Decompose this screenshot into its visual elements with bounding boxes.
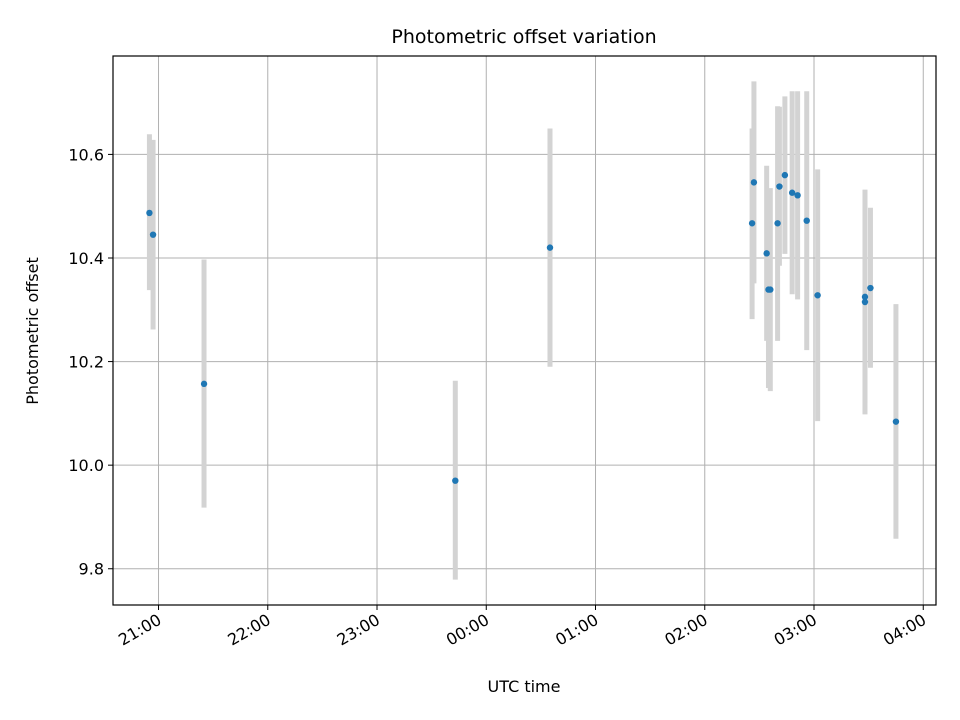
- data-point: [794, 192, 801, 199]
- data-point: [546, 244, 554, 251]
- data-point: [200, 380, 208, 388]
- data-point: [803, 217, 810, 224]
- data-point: [149, 231, 157, 238]
- data-point: [452, 477, 459, 484]
- data-point: [767, 286, 774, 293]
- data-point: [781, 171, 789, 179]
- plot-frame: [112, 55, 937, 606]
- point-layer: [146, 171, 900, 484]
- y-tick-label: 10.4: [68, 249, 104, 268]
- y-tick-label: 10.0: [68, 456, 104, 475]
- y-axis-title: Photometric offset: [23, 257, 42, 405]
- data-point: [814, 292, 821, 299]
- data-point: [788, 189, 796, 196]
- data-point: [892, 418, 900, 425]
- x-axis-title: UTC time: [488, 677, 561, 696]
- y-tick-label: 10.2: [68, 353, 104, 372]
- data-point: [867, 284, 874, 292]
- chart-title: Photometric offset variation: [391, 26, 656, 48]
- data-point: [861, 298, 869, 306]
- data-point: [774, 220, 781, 227]
- data-point: [763, 250, 770, 257]
- y-axis: 9.8 10.0 10.2 10.4 10.6: [68, 145, 113, 579]
- data-point: [750, 179, 758, 186]
- data-point: [748, 220, 756, 227]
- y-tick-label: 9.8: [79, 560, 104, 579]
- data-point: [146, 209, 153, 217]
- data-point: [776, 183, 783, 190]
- data-point: [861, 293, 869, 301]
- y-tick-label: 10.6: [68, 145, 104, 164]
- grid-layer: [113, 56, 936, 605]
